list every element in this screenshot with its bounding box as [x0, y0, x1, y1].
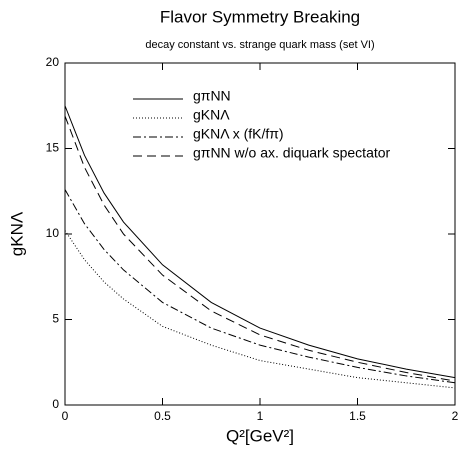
line-series: [64, 230, 456, 389]
x-tick-label: 0.5: [154, 409, 171, 423]
legend-label: gKNΛ x (fK/fπ): [193, 126, 284, 142]
y-tick-label: 20: [46, 55, 60, 69]
y-axis-label: gKNΛ: [7, 211, 26, 256]
y-tick-label: 10: [46, 226, 60, 240]
x-tick-label: 1: [257, 409, 264, 423]
legend-label: gπNN: [193, 88, 231, 104]
legend-label: gKNΛ: [193, 107, 230, 123]
legend-label: gπNN w/o ax. diquark spectator: [193, 145, 391, 161]
y-tick-label: 5: [52, 312, 59, 326]
y-tick-label: 0: [52, 397, 59, 411]
line-series: [64, 115, 456, 382]
x-tick-label: 0: [62, 409, 69, 423]
chart-subtitle: decay constant vs. strange quark mass (s…: [145, 39, 374, 51]
x-tick-label: 2: [452, 409, 459, 423]
chart-title: Flavor Symmetry Breaking: [160, 7, 360, 26]
x-axis-label: Q²[GeV²]: [226, 426, 294, 445]
line-series: [64, 105, 456, 379]
x-tick-label: 1.5: [349, 409, 366, 423]
line-series: [64, 189, 456, 384]
y-tick-label: 15: [46, 141, 60, 155]
